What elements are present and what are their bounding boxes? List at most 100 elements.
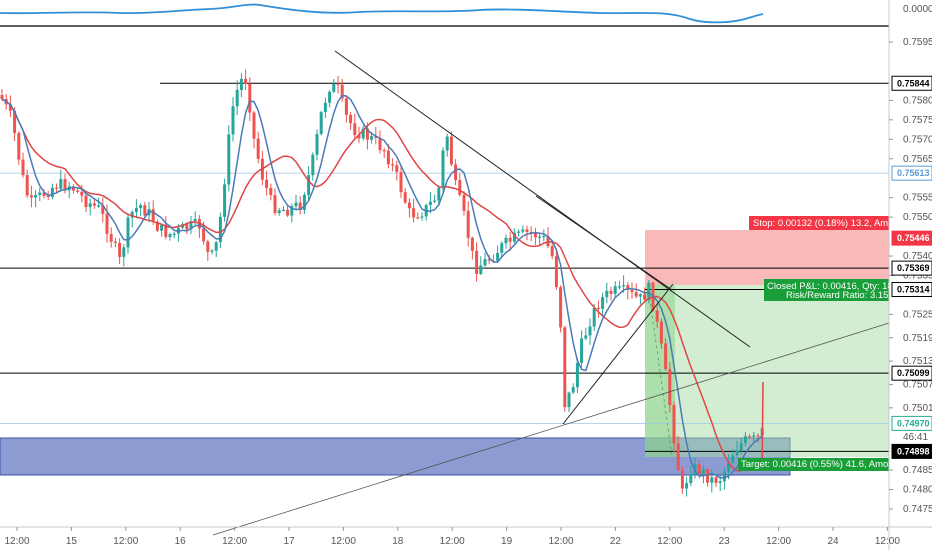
candle-body <box>559 287 563 328</box>
candle-body <box>298 202 302 211</box>
candle-body <box>13 110 17 134</box>
candle-body <box>504 237 508 244</box>
candle-body <box>319 112 323 135</box>
candle-body <box>416 217 420 219</box>
candle-body <box>462 194 466 211</box>
trendline-up[interactable] <box>562 283 674 425</box>
candle-body <box>567 392 571 408</box>
candle-body <box>63 179 67 191</box>
candle-body <box>525 229 529 232</box>
candle-body <box>323 102 327 113</box>
candle-body <box>546 235 550 247</box>
target-zone[interactable] <box>645 285 889 457</box>
candle-body <box>647 282 651 300</box>
candle-body <box>756 435 760 437</box>
candle-body <box>172 233 176 235</box>
candle-body <box>42 192 46 196</box>
candle-body <box>592 307 596 327</box>
candle-body <box>294 202 298 207</box>
candle-body <box>680 470 684 489</box>
candle-body <box>227 134 231 185</box>
trendline-support[interactable] <box>212 322 890 536</box>
price-tag-label: 0.75613 <box>897 168 930 178</box>
candle-body <box>265 179 269 189</box>
candle-body <box>340 84 344 99</box>
candle-body <box>752 435 756 437</box>
candle-body <box>622 285 626 287</box>
price-tag-label: 0.75099 <box>897 368 930 378</box>
stop-zone[interactable] <box>645 230 889 285</box>
time-tick-label: 12:00 <box>657 536 682 547</box>
candle-body <box>311 154 315 176</box>
price-tag: 0.75446 <box>891 230 932 246</box>
candle-body <box>80 191 84 196</box>
candle-body <box>126 217 130 248</box>
ma-fast-line <box>1 94 763 479</box>
candle-body <box>353 123 357 136</box>
candle-body <box>105 213 109 235</box>
pnl-label-box: Closed P&L: 0.00416, Qty: 189393 Risk/Re… <box>764 279 914 301</box>
candle-body <box>370 136 374 140</box>
candle-body <box>210 250 214 252</box>
candle-body <box>235 89 239 107</box>
time-tick-label: 17 <box>283 536 295 547</box>
candle-body <box>336 83 340 85</box>
trendline-down[interactable] <box>334 50 751 348</box>
candle-body <box>357 135 361 139</box>
candle-body <box>571 387 575 393</box>
candle-body <box>239 78 243 90</box>
candle-body <box>164 224 168 238</box>
candle-body <box>97 205 101 207</box>
candle-body <box>433 200 437 202</box>
candle-body <box>218 216 222 243</box>
candle-body <box>374 136 378 138</box>
candle-body <box>38 192 42 196</box>
candle-body <box>407 202 411 209</box>
candle-body <box>168 234 172 238</box>
candle-body <box>441 150 445 188</box>
candle-body <box>500 243 504 253</box>
candle-body <box>613 286 617 294</box>
candle-body <box>727 462 731 472</box>
time-axis[interactable]: 12:00 15 12:00 16 12:00 17 12:00 18 12:00 19 12:00… <box>4 527 900 547</box>
candle-body <box>315 134 319 155</box>
candle-body <box>483 259 487 266</box>
price-tag-label: 0.75369 <box>897 263 930 273</box>
candle-body <box>743 436 747 443</box>
candle-body <box>139 205 143 208</box>
candle-body <box>735 450 739 456</box>
time-tick-label: 12:00 <box>875 536 900 547</box>
candle-body <box>601 297 605 309</box>
candle-body <box>34 195 38 198</box>
price-tag-label: 0.74898 <box>897 446 930 456</box>
price-tag: 0.75369 <box>891 260 932 276</box>
candle-body <box>748 436 752 438</box>
candle-body <box>185 224 189 230</box>
trade-path <box>647 285 673 457</box>
trendline-down-2[interactable] <box>535 195 673 291</box>
stop-label: Stop: 0.00132 (0.18%) 13.2, Amount: <box>753 218 909 229</box>
candle-body <box>722 471 726 482</box>
candle-body <box>101 205 105 214</box>
candle-body <box>643 294 647 300</box>
candle-body <box>420 216 424 218</box>
price-tag-label: 0.74970 <box>897 418 930 428</box>
ma-slow-line <box>1 98 764 472</box>
candle-body <box>130 211 134 218</box>
candle-body <box>479 265 483 274</box>
candle-body <box>244 78 248 85</box>
candle-body <box>521 229 525 232</box>
time-tick-label: 19 <box>501 536 513 547</box>
target-label: Target: 0.00416 (0.55%) 41.6, Amount: 1 <box>741 459 912 470</box>
candle-body <box>668 369 672 406</box>
candle-body <box>584 335 588 339</box>
